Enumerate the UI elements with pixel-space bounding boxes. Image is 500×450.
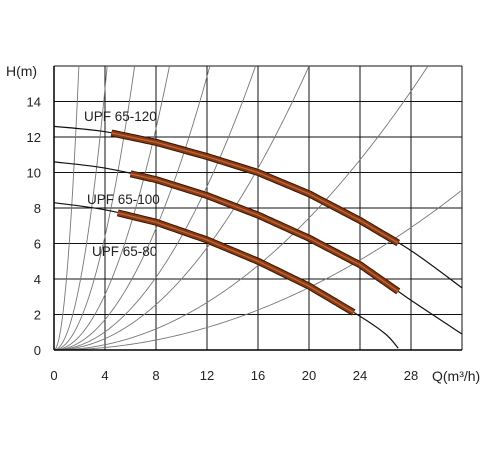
y-tick-label: 2 — [34, 308, 41, 323]
y-tick-label: 6 — [34, 237, 41, 252]
y-tick-label: 4 — [34, 272, 41, 287]
x-tick-label: 16 — [251, 368, 265, 383]
system-curve-7 — [54, 66, 310, 350]
y-axis-title: H(m) — [6, 63, 37, 79]
y-tick-label: 12 — [27, 130, 41, 145]
x-tick-label: 8 — [152, 368, 159, 383]
y-tick-label: 14 — [27, 95, 41, 110]
labels: H(m) Q(m³/h) UPF 65-120 UPF 65-100 UPF 6… — [6, 63, 480, 384]
operating-range-outline-3 — [116, 209, 356, 316]
operating-range-outline-1 — [110, 129, 401, 247]
operating-range-1 — [110, 130, 400, 246]
operating-ranges — [110, 129, 401, 316]
system-curve-1 — [54, 66, 80, 350]
system-curves — [54, 66, 462, 350]
x-tick-label: 12 — [200, 368, 214, 383]
system-curve-8 — [54, 66, 429, 350]
x-tick-label: 24 — [353, 368, 367, 383]
system-curve-4 — [54, 66, 170, 350]
system-curve-2 — [54, 66, 108, 350]
y-tick-label: 10 — [27, 166, 41, 181]
system-curve-5 — [54, 66, 211, 350]
x-tick-label: 0 — [50, 368, 57, 383]
operating-range-3 — [117, 210, 355, 315]
operating-range-highlight-1 — [111, 132, 399, 244]
series-label-upf-65-80: UPF 65-80 — [92, 244, 157, 259]
y-tick-label: 0 — [34, 343, 41, 358]
x-tick-label: 4 — [101, 368, 108, 383]
x-tick-label: 28 — [404, 368, 418, 383]
operating-range-highlight-3 — [117, 212, 354, 314]
system-curve-6 — [54, 66, 257, 350]
series-label-upf-65-120: UPF 65-120 — [84, 109, 157, 124]
x-axis-title: Q(m³/h) — [432, 368, 480, 384]
operating-range-highlight-2 — [130, 173, 399, 292]
pump-curve-3 — [54, 202, 399, 349]
x-tick-label: 20 — [302, 368, 316, 383]
series-label-upf-65-100: UPF 65-100 — [87, 192, 160, 207]
y-tick-label: 8 — [34, 201, 41, 216]
